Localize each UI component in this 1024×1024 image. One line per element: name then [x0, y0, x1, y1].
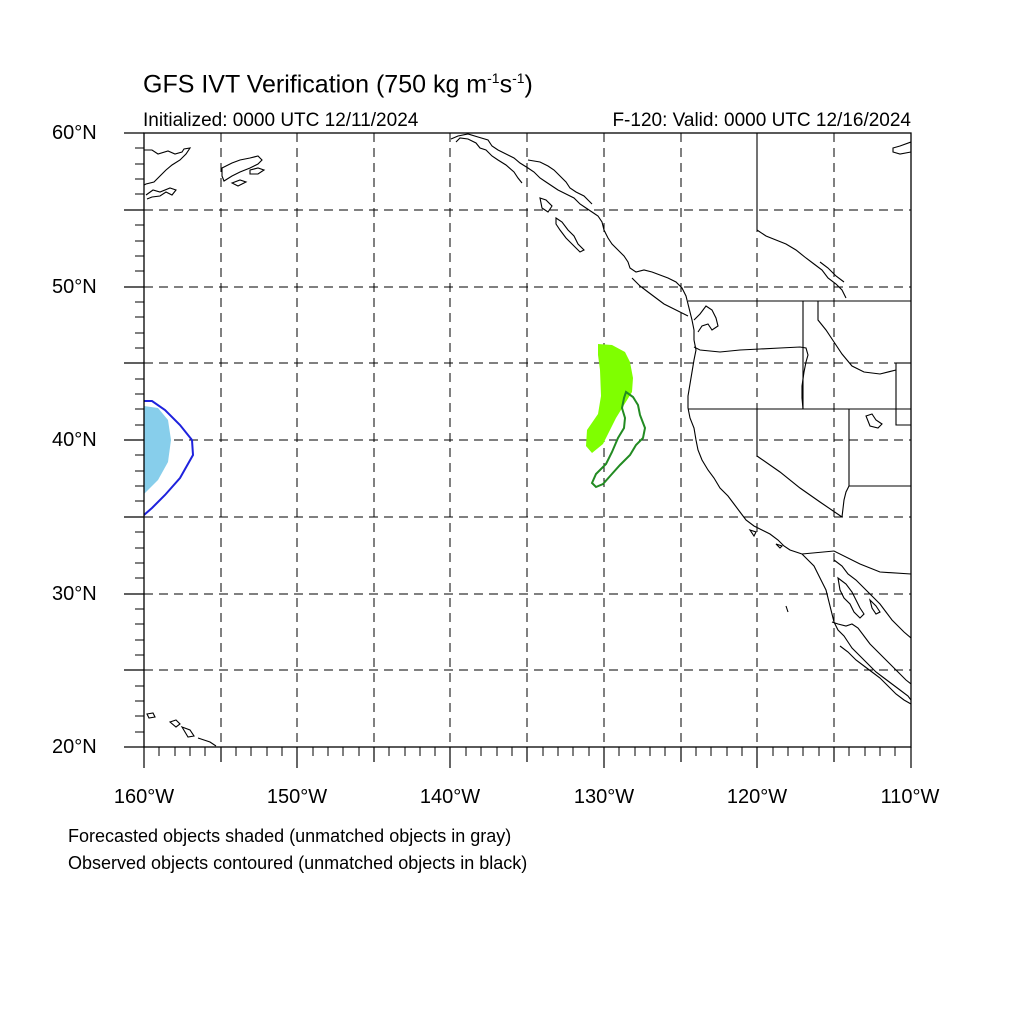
legend-note-forecast: Forecasted objects shaded (unmatched obj… [68, 826, 512, 846]
lat-label-60n: 60°N [52, 122, 97, 144]
lat-label-30n: 30°N [52, 583, 97, 605]
valid-time-label: F-120: Valid: 0000 UTC 12/16/2024 [612, 110, 911, 131]
lon-label-110w: 110°W [880, 786, 940, 808]
observed-object-matched [590, 390, 647, 489]
lon-label-150w: 150°W [266, 786, 328, 808]
lat-label-50n: 50°N [52, 276, 97, 298]
lon-label-130w: 130°W [573, 786, 635, 808]
forecast-object-unmatched [144, 406, 171, 494]
grid-lines [144, 133, 911, 747]
lat-label-40n: 40°N [52, 429, 97, 451]
axis-ticks [124, 132, 912, 768]
chart-title: GFS IVT Verification (750 kg m-1s-1) [143, 70, 533, 99]
forecast-object-matched [586, 344, 633, 453]
lat-label-20n: 20°N [52, 736, 97, 758]
coastlines [144, 133, 911, 747]
lon-label-160w: 160°W [113, 786, 175, 808]
initialized-label: Initialized: 0000 UTC 12/11/2024 [143, 110, 419, 131]
legend-note-observed: Observed objects contoured (unmatched ob… [68, 853, 528, 873]
lon-label-120w: 120°W [726, 786, 788, 808]
axis-minor-ticks [135, 147, 896, 756]
lon-label-140w: 140°W [419, 786, 481, 808]
observed-object-unmatched [144, 400, 195, 516]
